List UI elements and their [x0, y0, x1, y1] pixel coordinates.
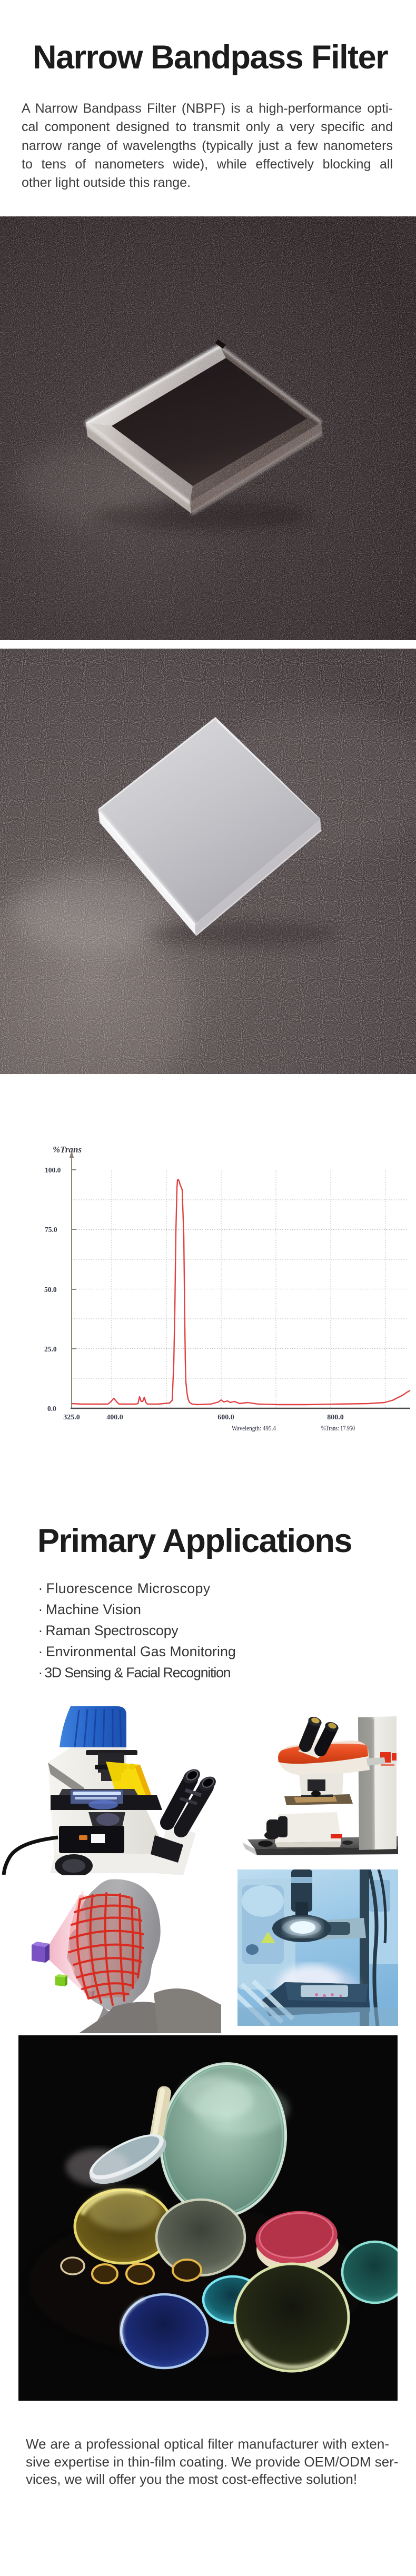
svg-text:25.0: 25.0 [44, 1345, 57, 1353]
svg-text:400.0: 400.0 [106, 1414, 123, 1421]
svg-text:%Trans: %Trans [53, 1145, 82, 1155]
svg-text:Wavelength: 495.4: Wavelength: 495.4 [232, 1424, 276, 1432]
svg-text:50.0: 50.0 [44, 1286, 57, 1294]
svg-text:100.0: 100.0 [45, 1166, 61, 1174]
svg-text:600.0: 600.0 [217, 1414, 234, 1421]
svg-text:0.0: 0.0 [47, 1405, 56, 1413]
svg-text:800.0: 800.0 [327, 1414, 344, 1421]
svg-text:75.0: 75.0 [45, 1226, 57, 1234]
svg-text:%Trans: 17.950: %Trans: 17.950 [321, 1424, 355, 1432]
svg-text:325.0: 325.0 [63, 1414, 80, 1421]
